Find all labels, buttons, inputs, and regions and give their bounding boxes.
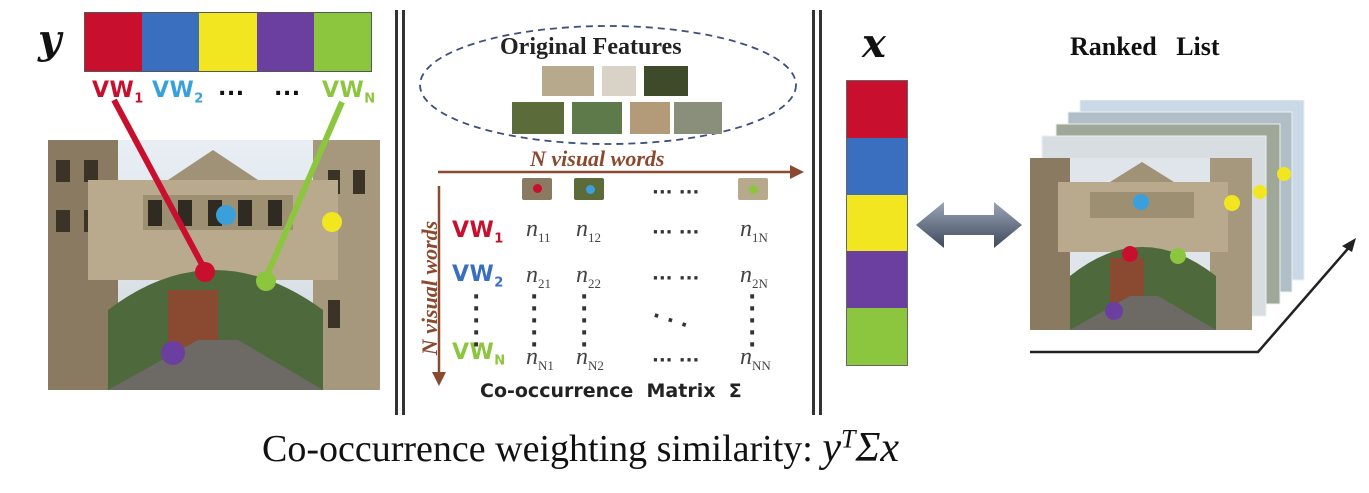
label-ellipsis-1: ...: [218, 76, 245, 101]
cell-ellipsis-rn: ··· ···: [652, 350, 700, 371]
y-vector-label: y: [38, 16, 62, 63]
formula-y: y: [822, 425, 841, 471]
query-image: [48, 140, 380, 390]
cell-n1n: n1N: [740, 216, 768, 245]
label-vw2: VW2: [152, 78, 204, 107]
top-axis-arrow: [438, 165, 804, 179]
left-axis-label: N visual words: [417, 220, 442, 356]
col-ellipsis: ··· ···: [652, 182, 700, 203]
vdots-col1: · · · · ·: [530, 285, 539, 358]
row-label-vw2: VW2: [452, 262, 504, 291]
formula-sup: T: [841, 424, 856, 454]
cell-ellipsis-r2: ··· ···: [652, 268, 700, 289]
cell-nnn: nNN: [740, 344, 771, 373]
x-cell-3: [847, 194, 907, 252]
formula-text: Co-occurrence weighting similarity:: [262, 428, 823, 470]
x-cell-1: [847, 81, 907, 138]
vdots-col0: · · · · ·: [472, 285, 481, 358]
row-label-vw1: VW1: [452, 218, 504, 247]
vdots-col2: · · · · ·: [580, 285, 589, 358]
cell-n12: n12: [576, 216, 601, 245]
top-axis-label: N visual words: [530, 146, 665, 171]
left-axis-arrow: [432, 186, 446, 386]
matrix-caption: Co-occurrence Matrix Σ: [480, 380, 742, 402]
cloud-title: Original Features: [500, 34, 682, 60]
x-histogram-bar: [846, 80, 908, 366]
original-features-cloud: [419, 25, 797, 145]
x-cell-5: [847, 308, 907, 365]
row-label-vwn: VWN: [452, 340, 506, 369]
diag-dots: · · ·: [649, 302, 692, 338]
similarity-formula: Co-occurrence weighting similarity: yTΣx: [262, 424, 899, 472]
col-thumb-2: [574, 178, 604, 200]
y-histogram-bar: [84, 12, 372, 72]
vdots-coln: · · · · ·: [748, 285, 757, 358]
cell-n21: n21: [526, 262, 551, 291]
label-vw1: VW1: [92, 78, 144, 107]
col-thumb-n: [738, 178, 768, 200]
separator-left: [395, 10, 405, 415]
ranked-list-title: Ranked List: [1070, 32, 1220, 61]
cell-ellipsis-r1: ··· ···: [652, 222, 700, 243]
cell-n22: n22: [576, 262, 601, 291]
ranking-arrow: [1030, 238, 1356, 354]
col-thumb-1: [522, 178, 552, 200]
bar-cell-vw4: [256, 13, 314, 71]
ranked-image-stack: [1030, 100, 1305, 330]
bar-cell-vw2: [142, 13, 200, 71]
separator-right: [812, 10, 822, 415]
bar-cell-vw3: [199, 13, 257, 71]
cell-nn2: nN2: [576, 344, 604, 373]
cell-n2n: n2N: [740, 262, 768, 291]
cell-nn1: nN1: [526, 344, 554, 373]
compare-double-arrow: [916, 202, 1022, 248]
bar-cell-vw1: [85, 13, 143, 71]
cell-n11: n11: [526, 216, 551, 245]
x-cell-2: [847, 137, 907, 195]
label-vwn: VWN: [322, 78, 376, 107]
left-connector-lines: [111, 98, 345, 282]
x-vector-label: x: [862, 20, 886, 67]
x-cell-4: [847, 251, 907, 309]
label-ellipsis-2: ...: [274, 76, 301, 101]
bar-cell-vwn: [313, 13, 372, 71]
formula-rest: Σx: [855, 425, 900, 471]
